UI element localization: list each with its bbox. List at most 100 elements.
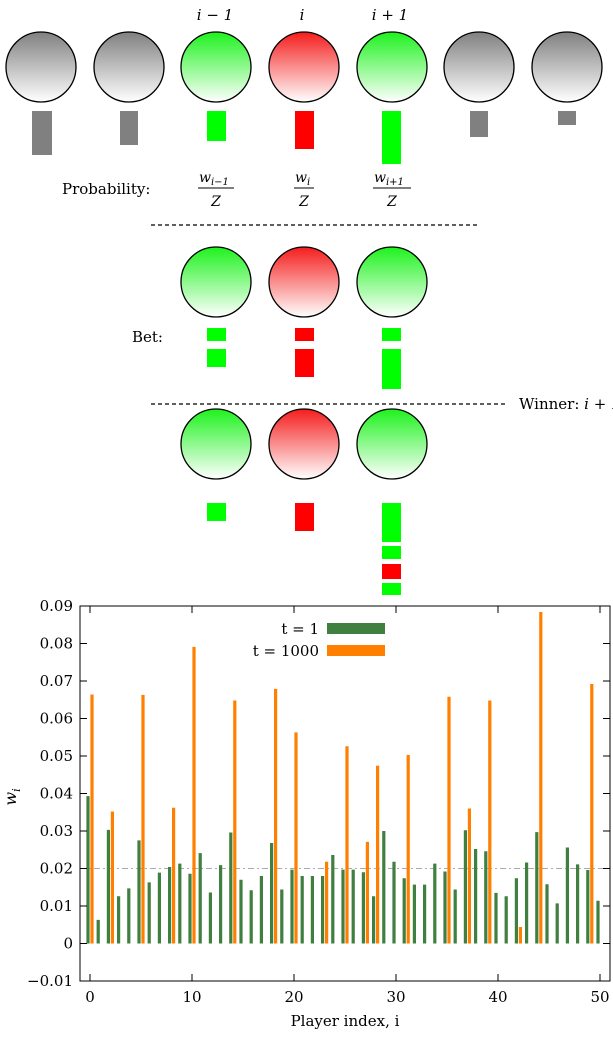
bet-circle-red-current [268, 246, 340, 318]
svg-text:wi: wi [295, 170, 310, 188]
y-tick-label-0: −0.01 [27, 972, 73, 990]
bar-t1-13 [219, 865, 223, 944]
y-tick-label-7: 0.06 [40, 710, 73, 728]
winner-value: i + 1 [584, 395, 613, 413]
x-tick-label-0: 0 [85, 988, 95, 1006]
player-circle-gray-4 [531, 31, 603, 103]
bar-t1000-35 [447, 696, 451, 944]
bar-t1000-23 [325, 861, 329, 944]
chart-frame [79, 605, 611, 982]
player-circle-gray-3 [443, 31, 515, 103]
bar-t1-46 [555, 903, 559, 944]
bar-t1-24 [331, 855, 335, 944]
wealth-chart: −0.01 0 0.01 0.02 0.03 0.04 0.05 0.06 0.07 0.08 0.… [1, 597, 611, 1030]
fraction-next-num: w [374, 170, 386, 186]
bar-t1000-42 [518, 927, 522, 944]
wealth-bar-gray-4 [558, 111, 576, 125]
winner-label: Winner: i + 1 [519, 395, 613, 413]
bar-t1-41 [504, 896, 508, 944]
svg-text:wi+1: wi+1 [374, 170, 404, 188]
player-circle-gray-2 [93, 31, 165, 103]
bar-t1-0 [86, 796, 90, 944]
bet-remain-green-next [382, 349, 401, 389]
bar-t1-4 [127, 888, 131, 944]
bar-t1-6 [147, 882, 151, 944]
result-circle-green-prev [180, 408, 252, 480]
result-gain-green-b [382, 583, 401, 595]
player-circle-green-next [356, 31, 428, 103]
chart-ticks: −0.01 0 0.01 0.02 0.03 0.04 0.05 0.06 0.07 0.08 0.… [27, 597, 610, 1006]
bet-chip-green-prev [207, 328, 226, 341]
chart-bars [86, 612, 600, 944]
x-tick-label-5: 50 [590, 988, 609, 1006]
bar-t1000-0 [90, 694, 94, 944]
player-circle-red-current [268, 31, 340, 103]
fraction-curr-sub: i [307, 177, 310, 188]
bar-t1-33 [423, 884, 427, 944]
fraction-curr: wi Z [294, 170, 314, 210]
bar-t1-36 [453, 889, 457, 944]
bar-t1-26 [351, 869, 355, 944]
bar-t1000-37 [467, 808, 471, 944]
result-bar-red-current [295, 503, 314, 531]
bar-t1-27 [361, 872, 365, 944]
x-axis-label: Player index, i [291, 1012, 400, 1030]
bar-t1-16 [249, 890, 253, 944]
result-circle-red-current [268, 408, 340, 480]
x-tick-label-1: 10 [182, 988, 201, 1006]
bet-chip-green-next [382, 328, 401, 341]
wealth-bar-red-current [295, 111, 314, 149]
y-tick-label-3: 0.02 [40, 860, 73, 878]
y-axis-label: wi [1, 788, 23, 805]
result-bar-green-prev [207, 503, 226, 521]
probability-label: Probability: [62, 180, 150, 198]
bar-t1-7 [157, 872, 161, 944]
bar-t1000-20 [294, 732, 298, 944]
probability-row: Probability: wi−1 Z wi Z wi+1 Z [62, 170, 411, 210]
y-tick-label-1: 0 [63, 935, 73, 953]
bar-t1-20 [290, 869, 294, 944]
bar-t1000-31 [406, 754, 410, 944]
bar-t1-19 [280, 889, 284, 944]
fraction-prev-num: w [199, 170, 211, 186]
legend-swatch-t1 [327, 623, 385, 634]
label-i-minus-1: i − 1 [197, 6, 233, 24]
bar-t1000-5 [141, 694, 145, 944]
bar-t1-22 [310, 876, 314, 944]
bar-t1-43 [525, 862, 529, 944]
bar-t1000-2 [110, 811, 114, 944]
legend-label-t1000: t = 1000 [253, 642, 319, 660]
y-tick-label-2: 0.01 [40, 897, 73, 915]
fraction-prev-den: Z [210, 194, 221, 210]
bar-t1-14 [229, 832, 233, 944]
bet-circle-green-next [356, 246, 428, 318]
bar-t1000-18 [274, 688, 278, 944]
bar-t1-28 [372, 896, 376, 944]
wealth-bar-gray-3 [470, 111, 488, 137]
bar-t1-35 [443, 871, 447, 944]
result-bar-green-next [382, 503, 401, 542]
bet-circle-green-prev [180, 246, 252, 318]
bar-t1-5 [137, 840, 141, 944]
bar-t1-1 [96, 919, 100, 944]
bar-t1-38 [474, 849, 478, 944]
bet-remain-red-current [295, 349, 314, 377]
y-tick-label-4: 0.03 [40, 822, 73, 840]
fraction-next-sub: i+1 [386, 177, 404, 188]
y-axis-label-sub: i [10, 788, 23, 792]
bar-t1000-39 [488, 700, 492, 944]
fraction-prev: wi−1 Z [198, 170, 234, 210]
chart-legend: t = 1 t = 1000 [253, 620, 385, 660]
bar-t1-3 [117, 896, 121, 944]
bar-t1-48 [576, 864, 580, 944]
bar-t1-9 [178, 863, 182, 944]
wealth-bar-green-prev [207, 111, 226, 141]
bar-t1-29 [382, 831, 386, 944]
bar-t1-44 [535, 832, 539, 944]
bar-t1000-28 [376, 765, 380, 944]
bar-t1000-49 [590, 684, 594, 944]
result-gain-green-a [382, 546, 401, 559]
bar-t1-47 [565, 847, 569, 944]
player-circle-gray-1 [5, 31, 77, 103]
